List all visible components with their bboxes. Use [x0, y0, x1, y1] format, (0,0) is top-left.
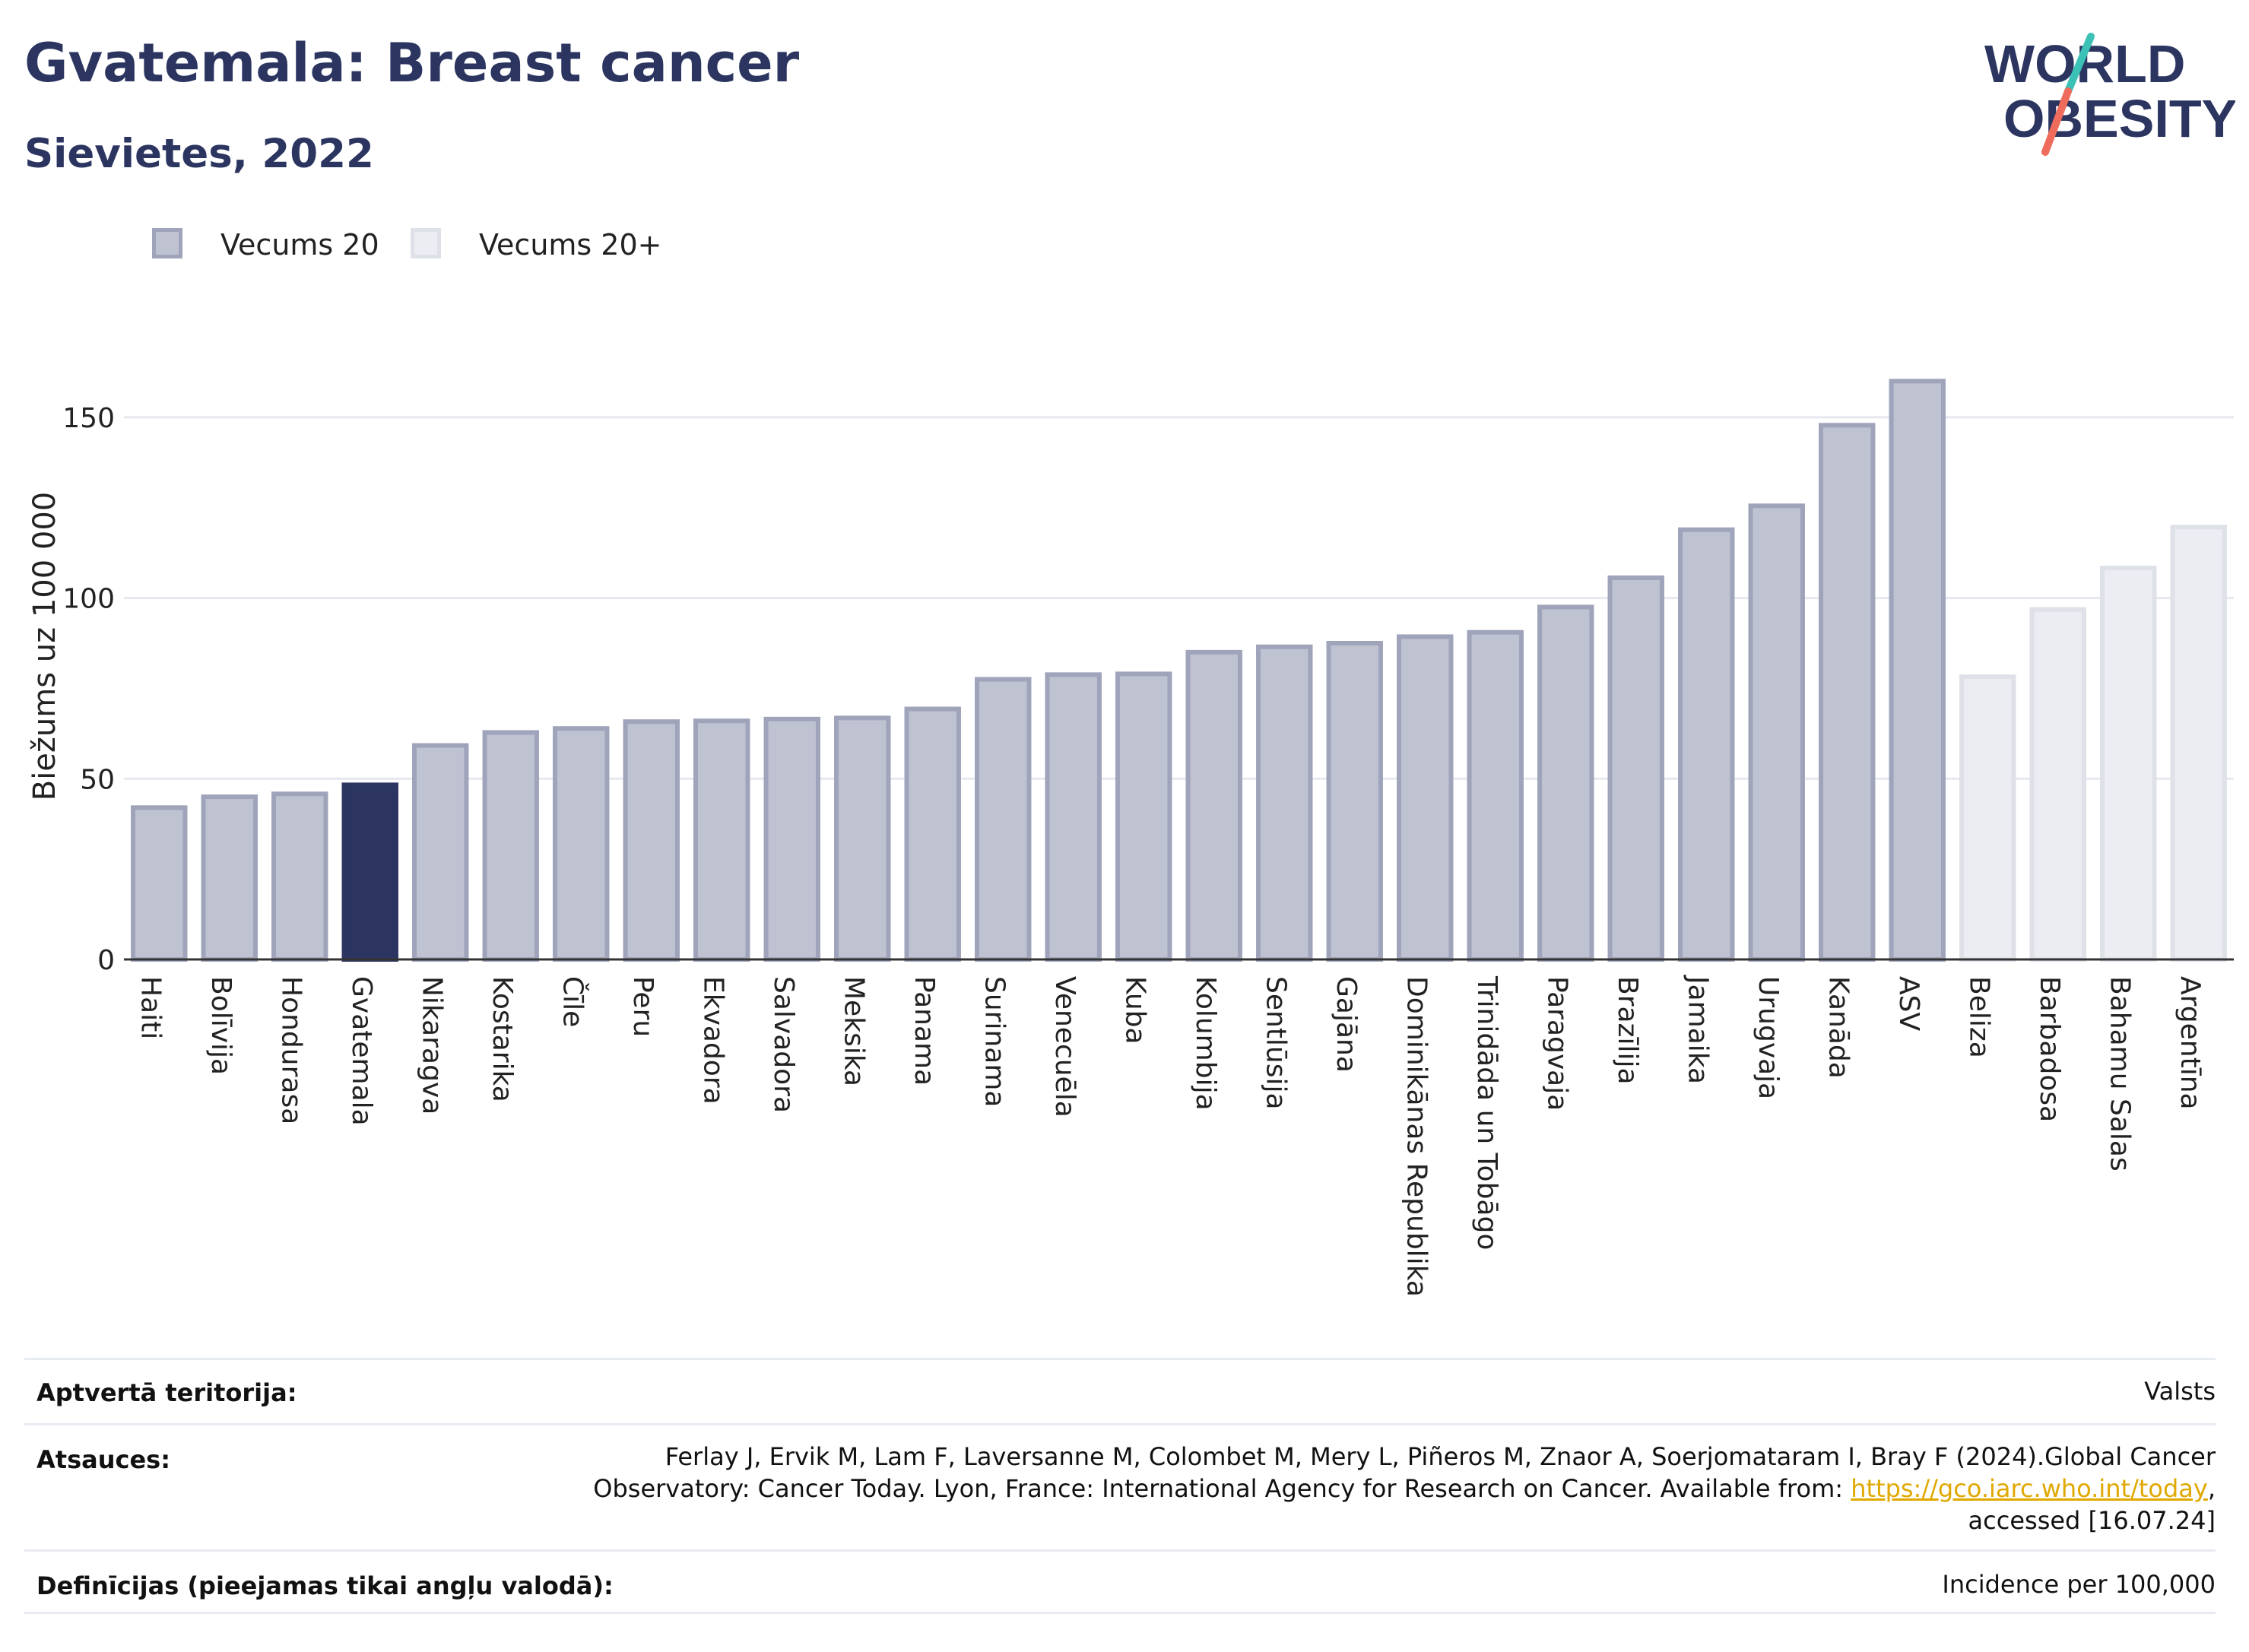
territory-value: Valsts: [2144, 1377, 2216, 1406]
y-tick-label: 0: [97, 945, 115, 976]
bar-7[interactable]: [623, 719, 680, 962]
x-tick-label: Peru: [627, 976, 658, 1037]
references-link[interactable]: https://gco.iarc.who.int/today: [1851, 1474, 2208, 1503]
bar-17[interactable]: [1326, 641, 1383, 962]
x-tick-label: Bolīvija: [205, 976, 236, 1075]
legend-label-age-20: Vecums 20: [220, 228, 379, 262]
meta-row-territory: Aptvertā teritorija: Valsts: [24, 1358, 2216, 1427]
x-tick-label: Čīle: [557, 976, 588, 1027]
x-tick-label: Gajāna: [1331, 976, 1362, 1073]
chart-subtitle: Sievietes, 2022: [24, 131, 374, 177]
y-axis-label: Biežums uz 100 000: [27, 492, 62, 801]
bar-2[interactable]: [271, 791, 328, 962]
axes: 0 50 100 150 Haiti Bolīvija Hondurasa Gvatemala…: [62, 403, 2234, 1297]
references-line-2-text: Observatory: Cancer Today. Lyon, France:…: [593, 1474, 1851, 1503]
bar-12[interactable]: [975, 677, 1032, 962]
legend-swatch-age-20: [152, 228, 182, 258]
bar-1[interactable]: [201, 794, 258, 962]
x-tick-label: Urugvaja: [1753, 976, 1784, 1099]
x-tick-label: Gvatemala: [346, 976, 377, 1126]
references-line-2-suffix: ,: [2207, 1474, 2216, 1503]
bar-26[interactable]: [1959, 674, 2016, 962]
x-tick-label: ASV: [1893, 976, 1924, 1031]
bar-chart: 0 50 100 150 Haiti Bolīvija Hondurasa Gvatemala…: [27, 379, 2234, 1297]
bar-24[interactable]: [1819, 423, 1876, 962]
x-tick-label: Beliza: [1963, 976, 1994, 1058]
x-tick-label: Kostarika: [487, 976, 518, 1102]
bar-27[interactable]: [2029, 607, 2086, 962]
legend-swatch-age-20-plus: [411, 228, 441, 258]
y-tick-label: 150: [62, 403, 115, 434]
bar-15[interactable]: [1185, 649, 1242, 962]
definitions-value: Incidence per 100,000: [1942, 1570, 2216, 1599]
bar-28[interactable]: [2100, 566, 2157, 962]
x-tick-label: Surinama: [979, 976, 1010, 1107]
bar-21[interactable]: [1607, 575, 1664, 962]
legend-label-age-20-plus: Vecums 20+: [479, 228, 662, 262]
x-tick-label: Salvadora: [768, 976, 799, 1113]
x-tick-label: Trinidāda un Tobāgo: [1471, 975, 1502, 1250]
references-line-1: Ferlay J, Ervik M, Lam F, Laversanne M, …: [665, 1442, 2216, 1471]
world-obesity-logo: WORLD OBESITY: [1984, 33, 2235, 156]
logo-slash-coral: [2041, 87, 2072, 156]
bar-20[interactable]: [1537, 604, 1594, 962]
territory-label: Aptvertā teritorija:: [36, 1378, 297, 1407]
bar-3[interactable]: [341, 782, 398, 962]
x-tick-label: Haiti: [135, 976, 166, 1039]
x-tick-label: Paragvaja: [1541, 976, 1572, 1111]
bar-22[interactable]: [1678, 527, 1735, 962]
bar-11[interactable]: [904, 706, 961, 962]
x-tick-label: Kolumbija: [1190, 976, 1221, 1111]
meta-row-definitions: Definīcijas (pieejamas tikai angļu valod…: [24, 1549, 2216, 1616]
bar-6[interactable]: [553, 726, 610, 962]
x-tick-label: Barbadosa: [2034, 976, 2065, 1122]
references-line-3: accessed [16.07.24]: [1968, 1506, 2216, 1535]
x-tick-label: Meksika: [838, 976, 869, 1086]
x-tick-label: Dominikānas Republika: [1400, 976, 1432, 1297]
y-tick-label: 100: [62, 584, 115, 615]
bar-23[interactable]: [1748, 503, 1805, 962]
definitions-label: Definīcijas (pieejamas tikai angļu valod…: [36, 1571, 614, 1600]
x-tick-label: Brazīlija: [1612, 976, 1643, 1085]
x-tick-label: Argentīna: [2174, 976, 2206, 1110]
chart-title: Gvatemala: Breast cancer: [24, 32, 800, 94]
bar-10[interactable]: [834, 715, 891, 962]
bar-8[interactable]: [693, 718, 750, 962]
references-label: Atsauces:: [36, 1445, 170, 1474]
bar-19[interactable]: [1467, 629, 1524, 962]
x-tick-label: Kuba: [1119, 976, 1150, 1045]
x-tick-label: Nikaragva: [416, 976, 447, 1115]
bar-25[interactable]: [1889, 379, 1946, 962]
logo-line-2: OBESITY: [2003, 89, 2235, 148]
bar-4[interactable]: [412, 743, 469, 962]
bar-5[interactable]: [482, 730, 539, 962]
bar-13[interactable]: [1045, 672, 1102, 962]
x-tick-label: Kanāda: [1822, 976, 1854, 1079]
references-value: Ferlay J, Ervik M, Lam F, Laversanne M, …: [593, 1441, 2216, 1536]
x-tick-label: Bahamu Salas: [2104, 976, 2135, 1172]
bar-29[interactable]: [2170, 525, 2227, 962]
meta-bottom-divider: [24, 1612, 2216, 1614]
grid-lines: [124, 416, 2234, 780]
x-tick-label: Ekvadora: [697, 976, 728, 1105]
bars: [131, 379, 2227, 962]
bar-16[interactable]: [1256, 644, 1313, 962]
x-tick-label: Sentlūsija: [1260, 976, 1291, 1110]
y-tick-label: 50: [80, 764, 115, 795]
meta-row-references: Atsauces: Ferlay J, Ervik M, Lam F, Lave…: [24, 1423, 2216, 1553]
x-tick-label: Hondurasa: [275, 976, 306, 1124]
bar-0[interactable]: [131, 805, 188, 962]
logo-slash-teal: [2064, 33, 2095, 95]
bar-18[interactable]: [1397, 634, 1454, 962]
bar-14[interactable]: [1115, 671, 1172, 962]
x-tick-label: Venecuēla: [1049, 976, 1080, 1118]
x-tick-label: Panama: [909, 976, 940, 1086]
x-tick-label: Jamaika: [1682, 975, 1713, 1084]
bar-9[interactable]: [763, 716, 820, 962]
references-line-2: Observatory: Cancer Today. Lyon, France:…: [593, 1473, 2216, 1505]
